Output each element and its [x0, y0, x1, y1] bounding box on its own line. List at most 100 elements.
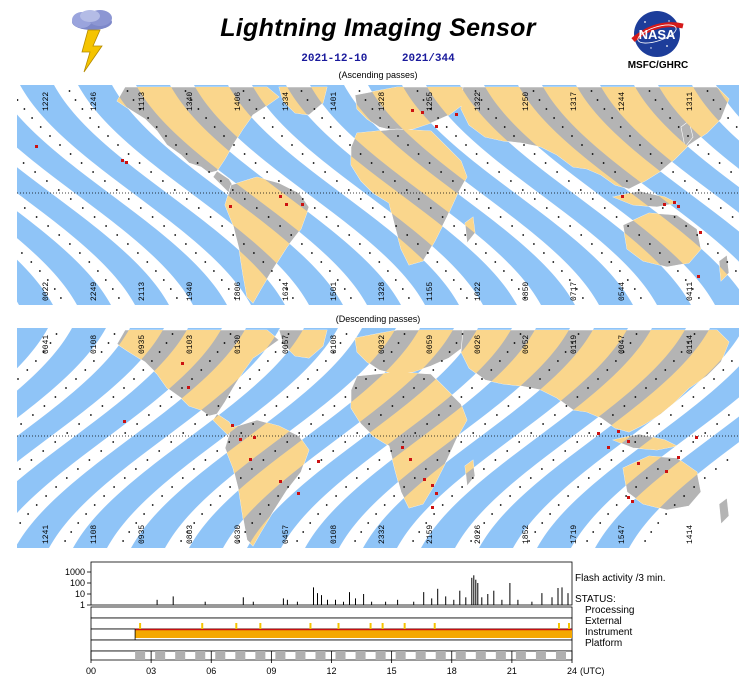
status-row-platform	[90, 639, 573, 652]
x-tick-label: 12	[326, 666, 336, 676]
x-tick-label: 15	[387, 666, 397, 676]
orbit-time-bottom: 2332	[378, 525, 387, 544]
orbit-time-bottom: 2113	[138, 282, 147, 301]
land-new-zealand	[718, 497, 730, 525]
lightning-flashes	[35, 109, 702, 278]
orbit-segment	[355, 651, 366, 660]
swath-band	[537, 366, 739, 548]
orbit-time-top: 1244	[618, 92, 627, 111]
orbit-time-bottom: 1328	[378, 282, 387, 301]
org-label: MSFC/GHRC	[627, 60, 689, 71]
date-text: 2021-12-10	[301, 53, 368, 65]
lightning-flash	[35, 145, 38, 148]
lightning-flash	[695, 436, 698, 439]
orbit-time-top: 0108	[330, 335, 339, 354]
external-event-mark	[139, 623, 142, 629]
x-tick-label: 00	[86, 666, 96, 676]
orbit-time-bottom: 1108	[90, 525, 99, 544]
orbit-time-bottom: 0108	[330, 525, 339, 544]
lightning-flash	[421, 111, 424, 114]
orbit-segment	[335, 651, 346, 660]
lightning-flash	[279, 480, 282, 483]
orbit-time-top: 1322	[474, 92, 483, 111]
swath-band	[17, 328, 106, 418]
orbit-time-top: 0047	[618, 335, 627, 354]
orbit-segment	[375, 651, 386, 660]
orbit-time-bottom: 2026	[474, 525, 483, 544]
x-tick-label: 18	[447, 666, 457, 676]
orbit-time-bottom: 1414	[686, 525, 695, 544]
flash-activity-label: Flash activity /3 min.	[575, 573, 666, 584]
status-platform-label: Platform	[585, 638, 623, 649]
orbit-time-bottom: 0803	[186, 525, 195, 544]
orbit-segment	[275, 651, 286, 660]
lightning-flash	[627, 440, 630, 443]
orbit-time-top: 1401	[330, 92, 339, 111]
lightning-flash	[431, 506, 434, 509]
orbit-time-bottom: 1719	[570, 525, 579, 544]
swath-band	[73, 328, 338, 548]
lightning-flash	[455, 113, 458, 116]
orbit-segment	[295, 651, 306, 660]
lightning-flash	[253, 436, 256, 439]
orbit-time-labels: 0041 0108 0935 0103 0130 0057 0108 0032 0059 0026…	[42, 335, 695, 544]
page-title: Lightning Imaging Sensor	[220, 14, 536, 42]
x-tick-label: 03	[146, 666, 156, 676]
orbit-segment	[215, 651, 226, 660]
orbit-time-top: 1334	[282, 92, 291, 111]
orbit-time-top: 1113	[138, 92, 147, 111]
lightning-flash	[607, 446, 610, 449]
lightning-flash	[187, 386, 190, 389]
orbit-time-bottom: 0457	[282, 525, 291, 544]
orbit-segment	[315, 651, 326, 660]
ascending-map: 1222 1246 1113 1340 1406 1334 1401 1328 1255 1322…	[17, 85, 739, 305]
orbit-time-top: 1406	[234, 92, 243, 111]
date-line: 2021-12-10 2021/344	[0, 53, 756, 65]
orbit-time-top: 1246	[90, 92, 99, 111]
orbit-time-bottom: 0630	[234, 525, 243, 544]
timeline-panel: 1000 100 10 1 00 03 06 09 12 15 18 21 24 (UTC) Flash …	[0, 552, 756, 680]
orbit-segment	[555, 651, 566, 660]
orbit-time-top: 1250	[522, 92, 531, 111]
swath-band	[194, 85, 459, 305]
lightning-flash	[123, 420, 126, 423]
day-of-year-text: 2021/344	[401, 53, 455, 65]
y-tick-label: 1000	[65, 567, 85, 577]
lightning-flash	[637, 462, 640, 465]
orbit-segment	[155, 651, 166, 660]
orbit-segment	[515, 651, 526, 660]
ascending-label: (Ascending passes)	[338, 70, 418, 80]
swath-band	[426, 85, 691, 305]
external-event-mark	[403, 623, 406, 629]
swath-band	[20, 85, 285, 305]
lightning-flash	[279, 195, 282, 198]
swath-band	[17, 114, 227, 305]
orbit-time-bottom: 0717	[570, 282, 579, 301]
lightning-flashes	[123, 362, 698, 509]
external-event-mark	[369, 623, 372, 629]
lightning-flash	[677, 456, 680, 459]
orbit-time-bottom: 0850	[522, 282, 531, 301]
lightning-flash	[301, 203, 304, 206]
status-external-label: External	[585, 616, 622, 627]
lightning-flash	[125, 161, 128, 164]
orbit-segment	[475, 651, 486, 660]
y-tick-label: 1	[80, 600, 85, 610]
orbit-time-top: 0026	[474, 335, 483, 354]
lightning-flash	[231, 424, 234, 427]
x-tick-label: 21	[507, 666, 517, 676]
status-row-processing	[90, 606, 573, 619]
orbit-time-bottom: 0022	[42, 282, 51, 301]
orbit-time-top: 0935	[138, 335, 147, 354]
orbit-time-top: 0057	[282, 335, 291, 354]
orbit-time-bottom: 1940	[186, 282, 195, 301]
orbit-time-top: 0130	[234, 335, 243, 354]
svg-text:NASA: NASA	[639, 27, 676, 42]
orbit-time-bottom: 1022	[474, 282, 483, 301]
orbit-segment	[135, 651, 146, 660]
orbit-time-top: 1317	[570, 92, 579, 111]
orbit-time-bottom: 1241	[42, 525, 51, 544]
orbit-time-bottom: 1155	[426, 282, 435, 301]
lightning-flash	[631, 500, 634, 503]
header: Lightning Imaging Sensor 2021-12-10 2021…	[0, 0, 756, 84]
